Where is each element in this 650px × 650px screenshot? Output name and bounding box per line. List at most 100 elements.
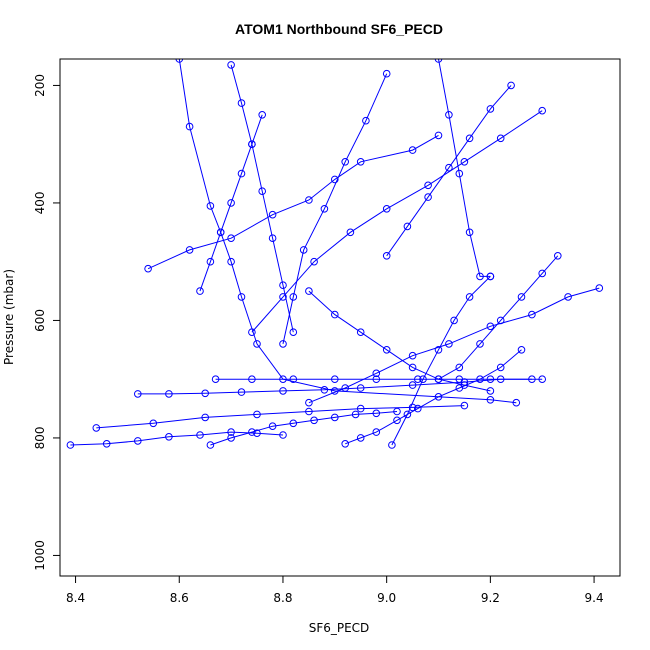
data-point (538, 375, 547, 384)
series-line (96, 405, 465, 429)
data-point (351, 410, 360, 419)
data-point (408, 363, 417, 372)
data-point (408, 403, 417, 412)
data-point (320, 205, 329, 213)
data-point (450, 316, 458, 325)
data-point (517, 346, 526, 354)
data-point (517, 293, 526, 301)
data-point (310, 416, 318, 425)
data-point (102, 440, 111, 448)
series-2 (66, 428, 287, 449)
x-tick-label: 8.4 (66, 591, 85, 605)
data-point (538, 106, 547, 115)
data-point (289, 293, 298, 301)
data-point (341, 384, 350, 392)
series-line (199, 114, 263, 292)
data-point (455, 169, 464, 178)
data-point (268, 210, 277, 219)
data-point (372, 369, 381, 378)
series-line (210, 411, 398, 446)
data-point (227, 428, 235, 436)
data-point (382, 205, 391, 213)
data-point (289, 419, 298, 428)
data-point (248, 375, 256, 384)
data-point (305, 398, 313, 407)
series-7 (248, 106, 547, 337)
data-point (305, 407, 313, 416)
data-point (331, 375, 339, 384)
data-point (496, 134, 505, 143)
series-8 (434, 59, 495, 281)
data-point (434, 131, 443, 140)
data-point (476, 340, 484, 348)
data-point (414, 404, 422, 413)
plot-frame (59, 58, 621, 577)
series-16 (305, 287, 495, 395)
series-line (251, 110, 543, 333)
data-point (227, 199, 235, 207)
series-line (438, 255, 559, 380)
x-tick-label: 8.6 (170, 591, 189, 605)
series-line (308, 290, 491, 392)
data-point (356, 434, 365, 442)
data-point (289, 375, 298, 384)
series-5 (211, 375, 536, 384)
data-point (460, 401, 469, 410)
data-point (496, 316, 505, 325)
y-tick-label: 400 (33, 191, 47, 214)
data-point (279, 340, 287, 348)
data-point (403, 222, 412, 231)
data-point (538, 269, 547, 278)
data-point (388, 441, 396, 449)
data-point (486, 396, 495, 404)
data-point (144, 264, 152, 273)
data-point (248, 328, 256, 337)
series-14 (196, 111, 267, 295)
data-point (341, 440, 350, 448)
series-line (70, 431, 284, 446)
data-point (382, 69, 391, 78)
data-point (372, 409, 381, 418)
data-point (496, 363, 505, 372)
data-point (237, 388, 246, 396)
data-point (414, 375, 422, 384)
series-17 (382, 81, 515, 260)
data-point (434, 375, 443, 384)
data-point (341, 158, 350, 166)
data-point (66, 441, 75, 449)
data-point (486, 272, 495, 281)
data-point (465, 228, 474, 237)
x-tick-label: 9.4 (585, 591, 604, 605)
data-point (372, 428, 381, 436)
data-point (356, 404, 365, 413)
data-point (165, 390, 173, 398)
data-point (258, 187, 267, 195)
data-point (455, 363, 464, 372)
data-point (227, 61, 235, 69)
x-tick-label: 9.2 (481, 591, 500, 605)
data-point (356, 328, 365, 337)
data-point (564, 293, 572, 301)
data-point (512, 398, 521, 407)
data-point (331, 310, 339, 319)
data-point (211, 375, 220, 384)
x-tick-label: 8.8 (273, 591, 292, 605)
data-point (486, 375, 495, 384)
data-point (434, 346, 443, 354)
data-point (445, 111, 453, 119)
series-line (308, 287, 600, 404)
data-point (445, 340, 453, 348)
data-point (465, 134, 474, 143)
data-point (419, 375, 427, 384)
data-point (258, 111, 267, 119)
data-point (310, 257, 318, 266)
data-point (424, 181, 432, 190)
data-point (424, 193, 432, 201)
data-point (149, 419, 158, 428)
data-point (165, 433, 173, 441)
series-1 (144, 131, 443, 273)
data-point (486, 387, 495, 395)
plot-area (66, 59, 604, 449)
data-point (134, 390, 142, 398)
data-point (289, 328, 298, 337)
